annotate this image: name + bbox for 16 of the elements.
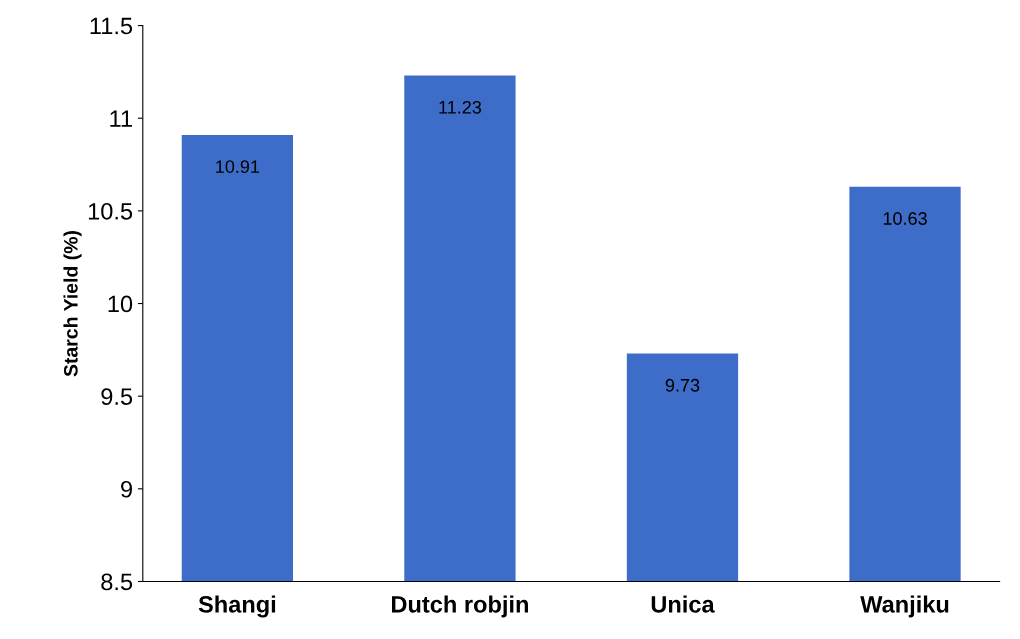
y-tick-label: 8.5 <box>101 573 133 591</box>
y-tick-label: 11.5 <box>90 17 133 35</box>
data-label: 10.91 <box>216 160 260 173</box>
x-tick-label: Unica <box>651 595 715 613</box>
x-tick-label: Dutch robjin <box>392 595 528 618</box>
y-tick-label: 9.5 <box>101 388 133 405</box>
x-tick-label: Wanjiku <box>860 595 949 618</box>
y-tick-label: 10 <box>108 295 133 313</box>
y-tick-label: 10.5 <box>88 202 133 220</box>
y-tick-label: 11 <box>110 110 132 127</box>
y-tick-label: 9 <box>121 480 132 498</box>
data-label: 10.63 <box>883 212 927 225</box>
y-axis-title: Starch Yield (%) <box>63 231 82 377</box>
data-label: 11.23 <box>439 100 482 114</box>
data-label: 9.73 <box>665 378 700 392</box>
x-tick-label: Shangi <box>198 595 276 618</box>
